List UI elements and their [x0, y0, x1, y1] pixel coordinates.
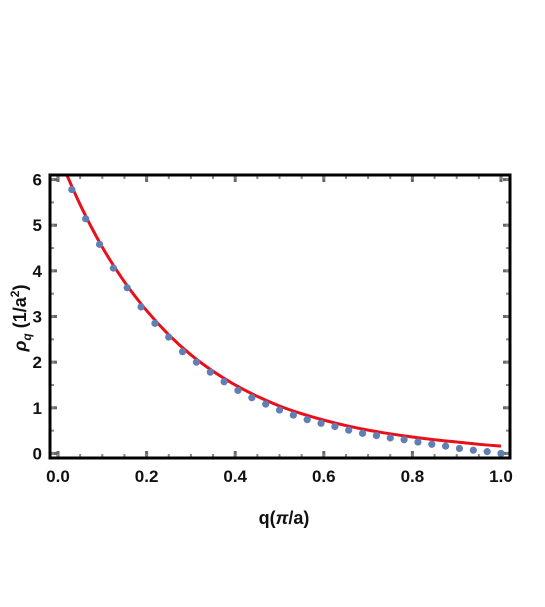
- data-point: [345, 426, 353, 434]
- x-tick-label: 0.2: [135, 467, 159, 486]
- data-point: [220, 378, 228, 386]
- data-point: [95, 240, 104, 248]
- data-point: [248, 394, 256, 402]
- data-point: [469, 446, 477, 454]
- x-axis-label: q(π/a): [259, 508, 310, 528]
- data-point: [455, 444, 464, 453]
- data-point: [137, 303, 145, 311]
- x-tick-label: 0.8: [401, 467, 425, 486]
- data-point: [358, 429, 367, 437]
- data-point: [262, 400, 270, 408]
- data-point: [331, 422, 339, 431]
- data-point: [206, 368, 214, 376]
- data-point: [165, 333, 173, 341]
- data-point: [386, 434, 394, 442]
- data-point: [178, 348, 187, 356]
- y-tick-label: 2: [33, 353, 42, 372]
- fit-curve: [65, 175, 502, 448]
- x-tick-label: 0.4: [223, 467, 247, 486]
- data-point: [68, 186, 76, 194]
- data-point: [123, 284, 131, 292]
- data-point: [234, 386, 242, 395]
- data-point: [414, 438, 422, 446]
- data-point: [82, 215, 90, 223]
- data-point: [483, 448, 491, 456]
- y-tick-label: 4: [33, 262, 43, 281]
- data-point: [303, 416, 311, 424]
- y-tick-label: 0: [33, 444, 42, 463]
- data-point: [497, 449, 505, 458]
- data-point: [151, 319, 159, 327]
- data-point: [289, 411, 297, 419]
- data-point: [192, 358, 201, 366]
- plot-frame: [48, 173, 512, 460]
- x-tick-label: 0.6: [312, 467, 336, 486]
- data-point: [400, 436, 408, 444]
- y-tick-label: 6: [33, 171, 42, 190]
- data-point: [109, 264, 117, 272]
- y-axis-label: ρq (1/a2): [8, 285, 34, 353]
- x-tick-label: 0.0: [46, 467, 70, 486]
- y-tick-label: 3: [33, 308, 42, 327]
- data-point: [372, 432, 381, 440]
- data-point: [442, 442, 450, 450]
- data-point: [317, 419, 325, 427]
- data-point: [428, 440, 436, 448]
- x-tick-label: 1.0: [489, 467, 513, 486]
- data-point: [275, 406, 284, 414]
- y-tick-label: 5: [33, 216, 42, 235]
- y-tick-label: 1: [33, 399, 42, 418]
